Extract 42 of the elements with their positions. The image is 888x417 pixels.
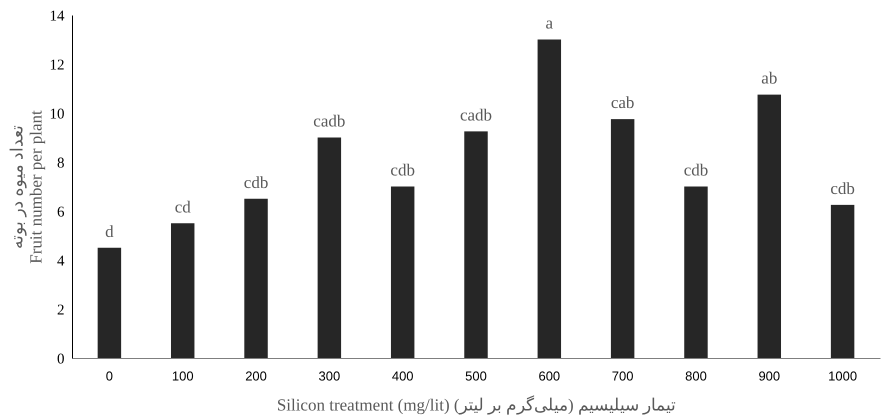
y-tick-label: 0 <box>57 352 64 368</box>
bar <box>538 40 562 358</box>
annotation: cadb <box>460 105 492 124</box>
x-tick-label: 700 <box>612 368 634 384</box>
y-tick-label: 4 <box>57 254 65 270</box>
y-tick-label: 2 <box>57 302 64 318</box>
annotation: cdb <box>390 160 415 180</box>
x-tick-label: 800 <box>685 368 707 384</box>
bar <box>830 204 854 358</box>
bar <box>318 138 342 358</box>
bar <box>464 131 488 358</box>
x-tick-label: 900 <box>758 368 780 384</box>
annotation: cdb <box>830 178 855 198</box>
x-tick-label: 0 <box>106 368 114 384</box>
x-tick-label: 200 <box>245 368 267 384</box>
annotation: cdb <box>684 160 708 180</box>
x-axis-title: Silicon treatment (mg/lit) تیمار سیلیسیم (میلی‌گرم بر لیتر) <box>276 394 676 416</box>
bar <box>758 94 782 358</box>
annotation: cab <box>610 93 634 112</box>
bar <box>610 119 634 358</box>
y-tick-label: 14 <box>50 8 65 24</box>
annotation: cdb <box>244 172 268 192</box>
x-tick-label: 500 <box>465 368 487 384</box>
y-tick-label: 6 <box>57 204 65 220</box>
bar <box>98 248 122 358</box>
bar <box>244 198 268 358</box>
annotation: a <box>546 14 554 32</box>
y-tick-label: 12 <box>50 58 64 74</box>
x-tick-label: 300 <box>318 368 340 384</box>
y-tick-label: 10 <box>50 106 64 122</box>
annotation: ab <box>761 68 778 88</box>
annotation: d <box>105 222 114 241</box>
x-tick-label: 400 <box>392 368 414 384</box>
x-tick-label: 1000 <box>828 368 858 384</box>
bar <box>170 223 194 358</box>
annotation: cadb <box>313 112 346 130</box>
x-tick-label: 600 <box>538 368 560 384</box>
y-tick-label: 8 <box>57 156 64 172</box>
bar <box>684 186 708 358</box>
annotation: cd <box>174 197 192 216</box>
x-tick-label: 100 <box>172 368 194 384</box>
bar <box>390 186 414 358</box>
